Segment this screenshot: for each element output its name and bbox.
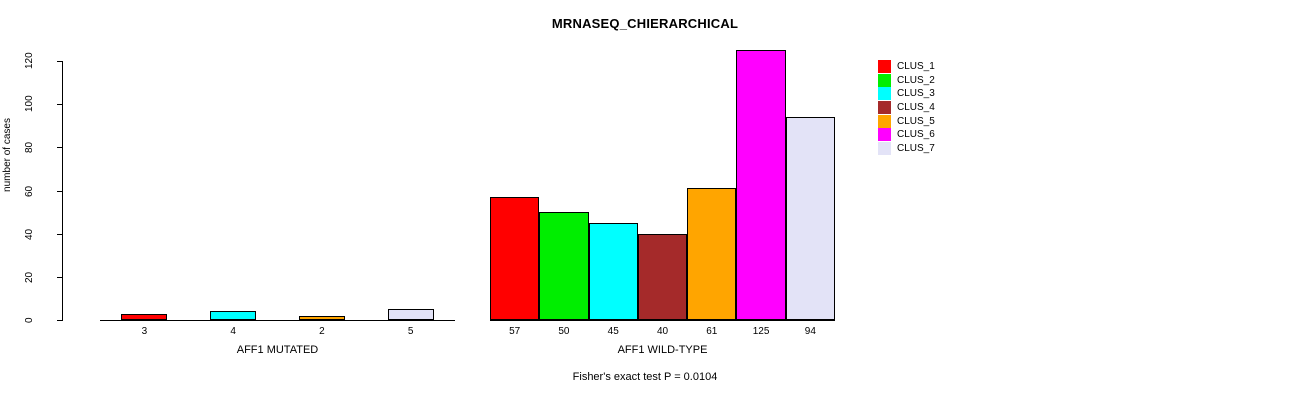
x-axis-baseline	[100, 320, 455, 321]
legend: CLUS_1 CLUS_2 CLUS_3 CLUS_4 CLUS_5 CLUS_6 CLUS…	[878, 60, 935, 155]
y-axis-tick	[57, 277, 63, 278]
y-axis-tick-label: 0	[24, 317, 35, 323]
x-axis-label-right: AFF1 WILD-TYPE	[617, 344, 708, 356]
bar-value-label: 5	[407, 326, 414, 337]
bar-value-label: 61	[706, 326, 718, 337]
bar-value-label: 57	[509, 326, 521, 337]
bar-value-label: 4	[230, 326, 236, 337]
y-axis-tick	[57, 147, 63, 148]
bar	[298, 315, 345, 320]
y-axis-label: number of cases	[2, 118, 13, 192]
legend-label: CLUS_2	[897, 74, 935, 86]
bar	[490, 196, 540, 320]
bar-value-label: 3	[141, 326, 148, 337]
legend-label: CLUS_4	[897, 102, 935, 114]
y-axis-tick	[57, 234, 63, 235]
legend-item: CLUS_5	[878, 114, 935, 128]
chart-title: MRNASEQ_CHIERARCHICAL	[551, 16, 739, 31]
bar	[736, 50, 786, 320]
legend-item: CLUS_2	[878, 73, 935, 88]
x-axis-baseline	[490, 320, 835, 321]
bar	[387, 309, 434, 320]
bar	[210, 311, 257, 320]
bar	[637, 233, 688, 320]
legend-swatch-icon	[878, 128, 891, 142]
bar	[785, 117, 835, 320]
legend-swatch-icon	[878, 141, 891, 155]
legend-swatch-icon	[878, 60, 891, 74]
bar	[539, 212, 589, 320]
legend-item: CLUS_3	[878, 87, 935, 101]
y-axis-tick	[57, 191, 63, 192]
legend-label: CLUS_6	[897, 129, 935, 141]
legend-label: CLUS_7	[897, 142, 935, 154]
legend-item: CLUS_1	[878, 60, 935, 74]
legend-swatch-icon	[878, 87, 891, 101]
bar	[588, 222, 638, 320]
y-axis-tick-label: 120	[24, 52, 35, 70]
bar-value-label: 50	[558, 326, 570, 337]
y-axis-tick-label: 60	[24, 184, 35, 197]
y-axis-tick-label: 100	[24, 95, 35, 113]
bar-value-label: 45	[607, 326, 619, 337]
bar	[121, 313, 168, 320]
bar-value-label: 94	[804, 326, 816, 337]
y-axis-tick	[57, 104, 63, 105]
legend-label: CLUS_3	[897, 88, 935, 100]
y-axis-tick-label: 80	[24, 141, 35, 153]
footer-annotation: Fisher's exact test P = 0.0104	[572, 371, 718, 383]
y-axis-tick-label: 40	[24, 228, 35, 240]
legend-item: CLUS_7	[878, 141, 935, 156]
legend-swatch-icon	[878, 114, 891, 128]
legend-label: CLUS_1	[897, 61, 935, 73]
legend-swatch-icon	[878, 101, 891, 115]
y-axis-tick	[57, 61, 63, 62]
y-axis-tick-label: 20	[24, 271, 35, 283]
legend-label: CLUS_5	[897, 115, 935, 127]
bar	[687, 188, 737, 320]
bar-value-label: 40	[656, 326, 669, 337]
x-axis-label-left: AFF1 MUTATED	[236, 344, 319, 356]
legend-swatch-icon	[878, 73, 891, 87]
bar-value-label: 125	[752, 326, 770, 337]
legend-item: CLUS_6	[878, 128, 935, 142]
bar-value-label: 2	[319, 326, 325, 337]
y-axis-tick	[57, 320, 63, 321]
legend-item: CLUS_4	[878, 101, 935, 115]
